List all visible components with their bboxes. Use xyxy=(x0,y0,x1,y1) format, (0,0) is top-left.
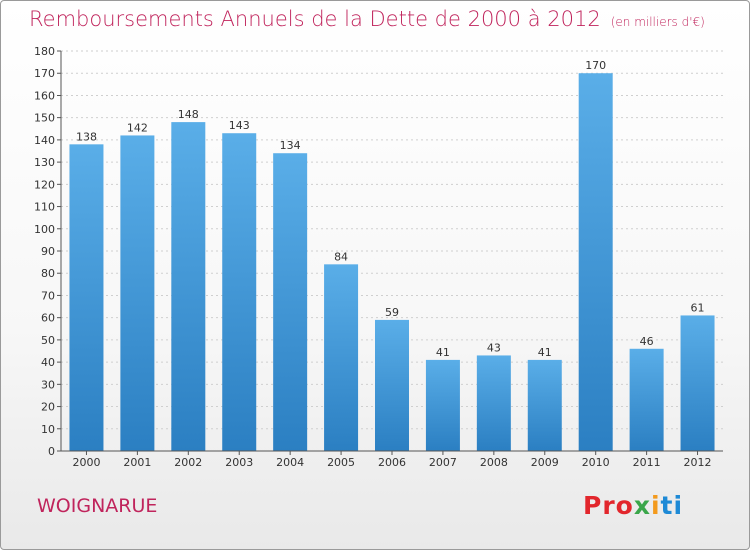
bar xyxy=(120,135,155,451)
y-tick-label: 180 xyxy=(34,45,55,58)
x-tick-label: 2003 xyxy=(225,456,253,469)
proxiti-logo: Proxiti xyxy=(583,491,683,520)
bar xyxy=(476,355,511,451)
y-tick-label: 90 xyxy=(41,245,55,258)
bar xyxy=(629,348,664,451)
x-tick-label: 2004 xyxy=(276,456,304,469)
x-tick-label: 2010 xyxy=(582,456,610,469)
data-label: 59 xyxy=(385,306,399,319)
data-label: 134 xyxy=(280,139,301,152)
y-tick-label: 20 xyxy=(41,401,55,414)
y-tick-label: 170 xyxy=(34,67,55,80)
x-axis-ticks: 2000 2001 2002 2003 2004 2005 2006 2007 2008 2009… xyxy=(72,451,712,469)
bar xyxy=(171,122,206,451)
data-label: 138 xyxy=(76,130,97,143)
bar xyxy=(324,264,359,451)
data-label: 46 xyxy=(640,335,654,348)
bar xyxy=(273,153,308,451)
y-tick-label: 30 xyxy=(41,378,55,391)
commune-name: WOIGNARUE xyxy=(37,495,158,517)
x-tick-label: 2005 xyxy=(327,456,355,469)
y-tick-label: 80 xyxy=(41,267,55,280)
data-label: 84 xyxy=(334,250,348,263)
logo-part-4: ti xyxy=(660,491,684,520)
y-tick-label: 110 xyxy=(34,201,55,214)
data-label: 142 xyxy=(127,121,148,134)
x-tick-label: 2001 xyxy=(123,456,151,469)
y-tick-label: 70 xyxy=(41,289,55,302)
x-tick-label: 2002 xyxy=(174,456,202,469)
data-label: 143 xyxy=(229,119,250,132)
y-tick-label: 60 xyxy=(41,312,55,325)
bar xyxy=(578,73,613,451)
logo-part-2: x xyxy=(633,491,651,520)
chart-title-text: Remboursements Annuels de la Dette de 20… xyxy=(29,7,601,31)
y-tick-label: 150 xyxy=(34,112,55,125)
chart-title: Remboursements Annuels de la Dette de 20… xyxy=(29,7,705,31)
data-label: 148 xyxy=(178,108,199,121)
y-tick-label: 100 xyxy=(34,223,55,236)
bar xyxy=(527,359,562,451)
logo-part-1: Pro xyxy=(583,491,634,520)
y-tick-label: 120 xyxy=(34,178,55,191)
bar xyxy=(680,315,715,451)
x-tick-label: 2006 xyxy=(378,456,406,469)
data-label: 170 xyxy=(585,59,606,72)
y-tick-label: 50 xyxy=(41,334,55,347)
data-label: 41 xyxy=(538,346,552,359)
x-tick-label: 2000 xyxy=(72,456,100,469)
y-tick-label: 160 xyxy=(34,89,55,102)
bar xyxy=(425,359,460,451)
bar xyxy=(69,144,104,452)
bar xyxy=(375,319,409,451)
data-label: 61 xyxy=(691,301,705,314)
y-tick-label: 10 xyxy=(41,423,55,436)
x-tick-label: 2009 xyxy=(531,456,559,469)
y-axis-ticks: 0 10 20 30 40 50 60 70 80 90 100 110 120 130 140 150 160… xyxy=(34,45,61,458)
x-tick-label: 2008 xyxy=(480,456,508,469)
x-tick-label: 2012 xyxy=(684,456,712,469)
data-label: 43 xyxy=(487,341,501,354)
bars: 138 142 148 143 134 84 59 41 43 41 170 46 61 xyxy=(69,59,715,452)
chart-unit: (en milliers d'€) xyxy=(610,15,705,29)
x-tick-label: 2011 xyxy=(633,456,661,469)
y-tick-label: 0 xyxy=(48,445,55,458)
bar xyxy=(222,133,257,451)
y-tick-label: 140 xyxy=(34,134,55,147)
data-label: 41 xyxy=(436,346,450,359)
y-tick-label: 130 xyxy=(34,156,55,169)
x-tick-label: 2007 xyxy=(429,456,457,469)
y-tick-label: 40 xyxy=(41,356,55,369)
logo-part-3: i xyxy=(650,491,661,520)
